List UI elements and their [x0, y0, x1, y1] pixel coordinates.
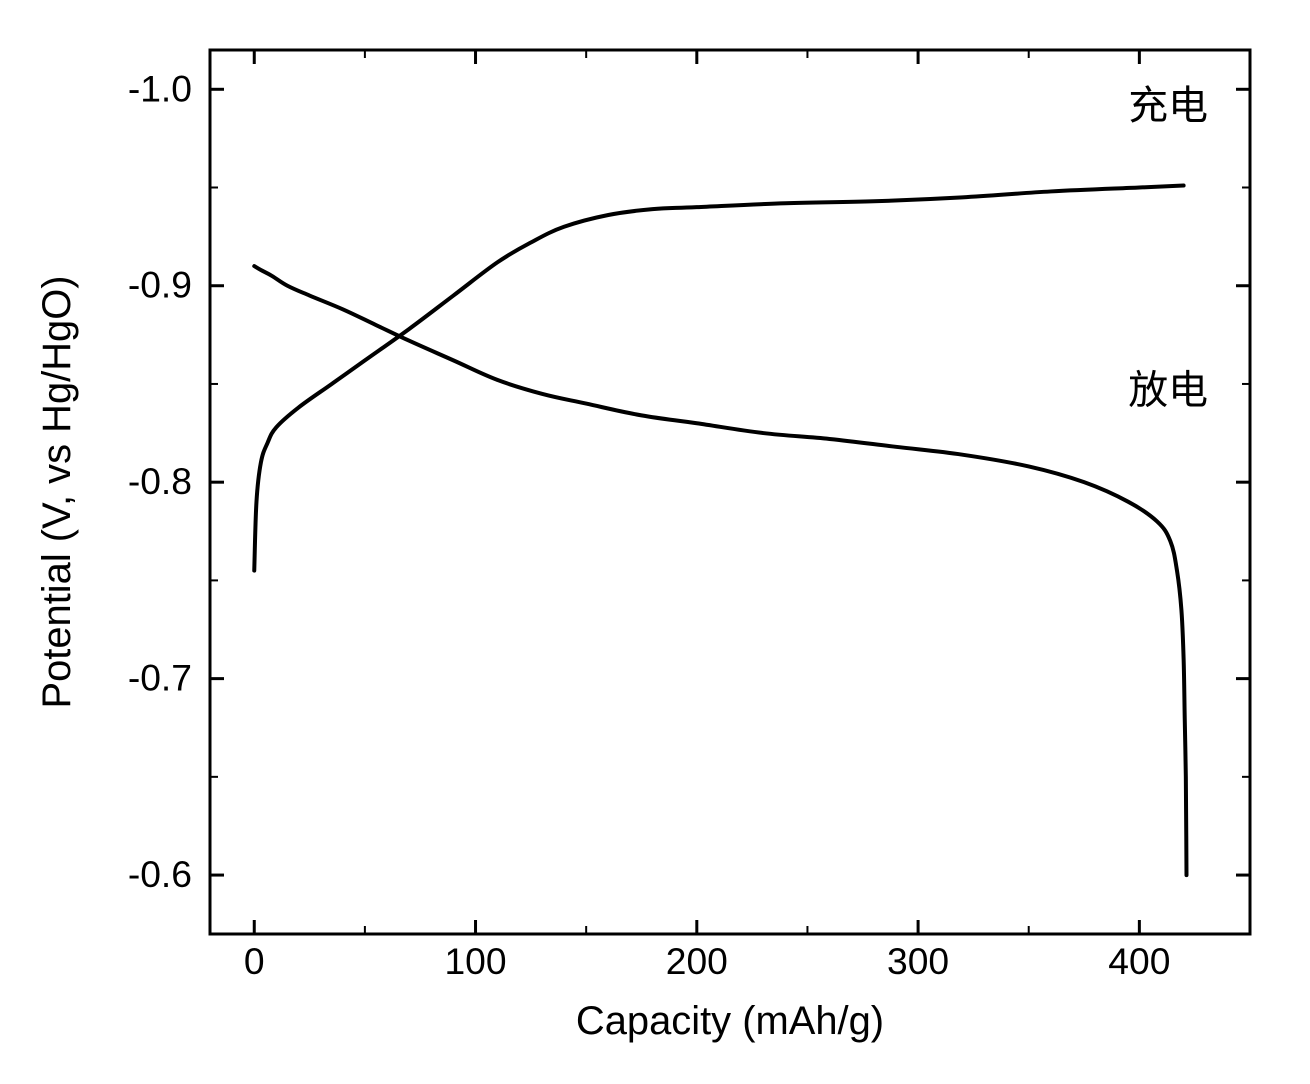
- x-tick-label: 400: [1108, 940, 1170, 982]
- series-label-discharge: 放电: [1128, 368, 1208, 413]
- series-charge: [254, 186, 1183, 571]
- plot-frame: [210, 50, 1250, 934]
- series-discharge: [254, 266, 1186, 875]
- x-axis-title: Capacity (mAh/g): [576, 999, 884, 1043]
- y-tick-label: -1.0: [128, 67, 192, 109]
- x-tick-label: 100: [444, 940, 506, 982]
- line-chart: 0 100 200 300 400 -1.0 -0.9 -0.8 -0.7 -0.6 Capacit…: [0, 0, 1310, 1084]
- y-tick-label: -0.9: [128, 264, 192, 306]
- x-tick-label: 300: [887, 940, 949, 982]
- y-tick-label: -0.6: [128, 853, 192, 895]
- y-tick-label: -0.8: [128, 460, 192, 502]
- chart-container: 0 100 200 300 400 -1.0 -0.9 -0.8 -0.7 -0.6 Capacit…: [0, 0, 1310, 1084]
- x-tick-label: 0: [244, 940, 265, 982]
- series-label-charge: 充电: [1128, 83, 1208, 128]
- y-axis-title: Potential (V, vs Hg/HgO): [35, 275, 79, 708]
- x-tick-label: 200: [666, 940, 728, 982]
- y-tick-label: -0.7: [128, 657, 192, 699]
